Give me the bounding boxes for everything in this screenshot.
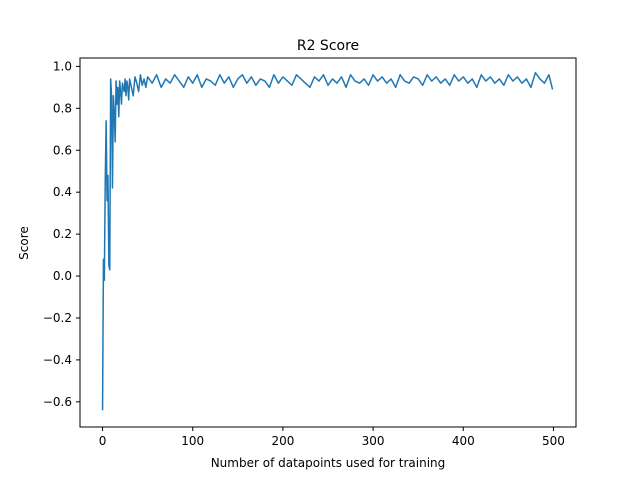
x-tick-label: 0	[99, 434, 107, 448]
y-tick-label: −0.4	[43, 353, 72, 367]
y-tick-label: 0.2	[53, 227, 72, 241]
y-tick-label: 0.6	[53, 143, 72, 157]
x-tick-label: 100	[181, 434, 204, 448]
y-tick-label: 1.0	[53, 59, 72, 73]
y-axis-label: Score	[17, 226, 31, 260]
x-tick-label: 200	[271, 434, 294, 448]
x-tick-label: 400	[452, 434, 475, 448]
x-tick-label: 500	[542, 434, 565, 448]
series-line-0	[101, 71, 554, 411]
y-axis-ticks: −0.6 −0.4 −0.2 0.0 0.2 0.4 0.6 0.8 1.0	[43, 59, 80, 409]
x-axis-ticks: 0 100 200 300 400 500	[99, 427, 565, 448]
plot-frame	[79, 57, 577, 428]
y-tick-label: 0.8	[53, 101, 72, 115]
chart-title: R2 Score	[297, 38, 359, 54]
y-tick-label: 0.4	[53, 185, 72, 199]
x-axis-label: Number of datapoints used for training	[211, 456, 446, 470]
y-tick-label: 0.0	[53, 269, 72, 283]
plot-area	[79, 57, 577, 428]
y-tick-label: −0.6	[43, 395, 72, 409]
x-tick-label: 300	[362, 434, 385, 448]
y-tick-label: −0.2	[43, 311, 72, 325]
